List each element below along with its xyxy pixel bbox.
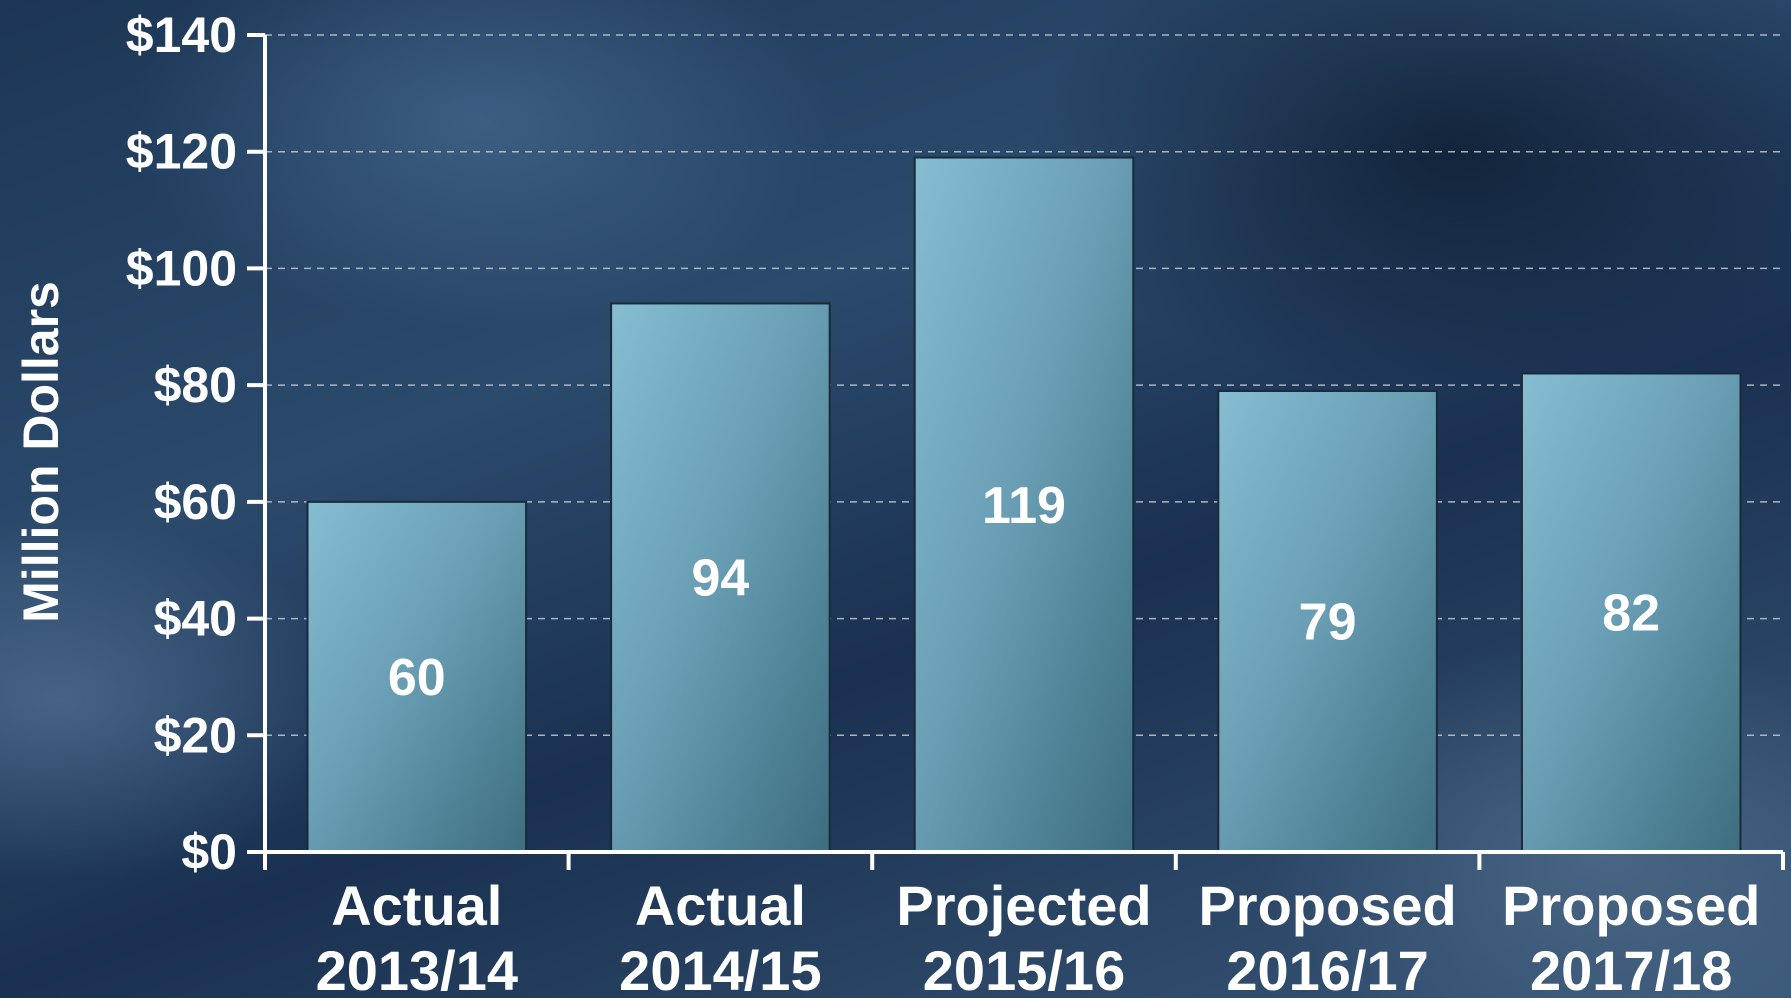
y-tick-label: $100 (126, 240, 237, 296)
y-tick-label: $140 (126, 7, 237, 63)
y-tick-label: $60 (154, 474, 237, 530)
y-axis-title: Million Dollars (13, 281, 69, 623)
x-category-label: Projected (896, 874, 1151, 937)
y-tick-label: $0 (181, 824, 237, 880)
bars (306, 156, 1742, 854)
bar-value-label: 82 (1602, 585, 1660, 643)
y-tick-label: $120 (126, 124, 237, 180)
bar (610, 302, 831, 853)
x-category-label: Proposed (1502, 874, 1760, 937)
bar-value-label: 60 (388, 649, 446, 707)
labels: $0$20$40$60$80$100$120$14060Actual2013/1… (13, 7, 1760, 998)
x-category-label: 2014/15 (619, 939, 821, 998)
bar (1217, 389, 1438, 853)
x-category-label: 2015/16 (923, 939, 1125, 998)
y-tick-label: $80 (154, 357, 237, 413)
bar-value-label: 94 (691, 550, 749, 608)
x-category-label: Actual (331, 874, 502, 937)
x-category-label: 2013/14 (316, 939, 518, 998)
bar-value-label: 119 (982, 477, 1066, 535)
bar-value-label: 79 (1299, 593, 1357, 651)
y-tick-label: $20 (154, 707, 237, 763)
bar (1520, 372, 1742, 853)
x-category-label: Proposed (1198, 874, 1456, 937)
bar (913, 156, 1135, 854)
axes (247, 33, 1785, 870)
x-category-label: 2016/17 (1226, 939, 1428, 998)
x-category-label: 2017/18 (1530, 939, 1732, 998)
x-category-label: Actual (635, 874, 806, 937)
y-tick-label: $40 (154, 591, 237, 647)
